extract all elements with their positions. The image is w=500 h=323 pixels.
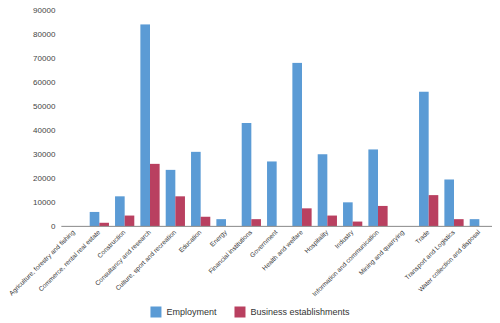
chart: 0 10000 20000 30000 40000 50000 60000 70000 8000… <box>0 0 500 323</box>
x-axis: Agriculture, forestry and fishingCommerc… <box>8 228 483 298</box>
legend: Employment Business establishments <box>150 307 350 318</box>
bar <box>419 92 429 227</box>
bar <box>302 208 312 226</box>
bar <box>454 219 464 226</box>
bar <box>242 123 252 226</box>
x-tick-label: Commerce, rental real estate <box>37 228 101 292</box>
y-tick-label: 70000 <box>33 54 56 63</box>
x-tick-label: Trade <box>414 228 431 245</box>
y-tick-label: 50000 <box>33 102 56 111</box>
y-tick-label: 80000 <box>33 30 56 39</box>
bar <box>125 216 135 227</box>
bar <box>175 196 185 226</box>
bar <box>115 196 125 226</box>
y-tick-label: 60000 <box>33 78 56 87</box>
bar <box>378 206 388 226</box>
legend-swatch <box>234 307 245 318</box>
bar <box>292 63 302 226</box>
bar <box>150 164 160 227</box>
bar <box>140 24 150 226</box>
bar <box>191 152 201 227</box>
x-axis-line <box>61 226 492 227</box>
x-tick-label: Health and welfare <box>261 228 305 272</box>
bar <box>327 216 337 227</box>
y-axis: 0 10000 20000 30000 40000 50000 60000 70000 8000… <box>33 6 56 231</box>
x-tick-label: Culture, sport and recreation <box>114 228 178 292</box>
x-tick-label: Water collection and disposal <box>417 228 483 294</box>
y-tick-label: 20000 <box>33 174 56 183</box>
legend-swatch <box>150 307 161 318</box>
x-tick-label: Industry <box>333 228 356 251</box>
bar <box>267 161 277 226</box>
x-tick-label: Energy <box>208 228 229 249</box>
bar <box>99 223 109 227</box>
x-tick-label: Financial institutions <box>207 228 254 275</box>
bar <box>444 179 454 226</box>
bar <box>201 217 211 227</box>
bar <box>343 202 353 226</box>
legend-label: Business establishments <box>250 307 350 317</box>
x-tick-label: Education <box>177 228 203 254</box>
bars <box>90 24 480 226</box>
legend-label: Employment <box>166 307 217 317</box>
x-tick-label: Mining and quarrying <box>357 228 406 277</box>
bar <box>216 219 226 226</box>
y-tick-label: 10000 <box>33 198 56 207</box>
chart-container: 0 10000 20000 30000 40000 50000 60000 70000 8000… <box>0 0 500 323</box>
y-tick-label: 40000 <box>33 126 56 135</box>
bar <box>368 149 378 226</box>
bar <box>251 219 261 226</box>
bar <box>429 195 439 226</box>
y-tick-label: 0 <box>51 222 56 231</box>
y-tick-label: 90000 <box>33 6 56 15</box>
y-tick-label: 30000 <box>33 150 56 159</box>
x-tick-label: Hospitality <box>303 228 330 255</box>
bar <box>470 219 480 226</box>
bar <box>353 222 363 227</box>
bar <box>318 154 328 226</box>
bar <box>166 170 176 226</box>
bar <box>90 212 100 226</box>
